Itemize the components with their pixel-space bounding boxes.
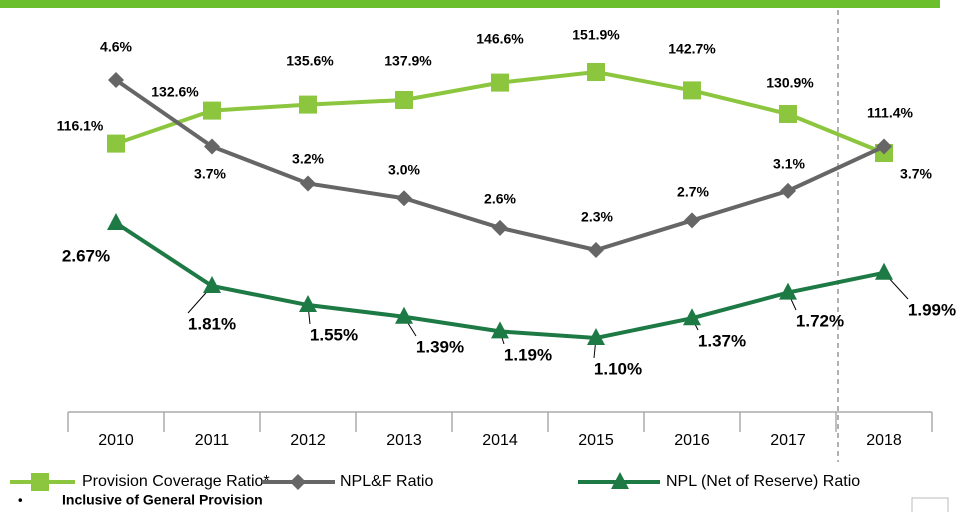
data-label: 132.6% — [151, 84, 199, 100]
data-label: 146.6% — [476, 31, 524, 47]
x-tick-label: 2012 — [290, 432, 326, 449]
point — [395, 306, 413, 324]
point — [300, 175, 316, 192]
box — [911, 497, 949, 512]
data-label: 1.39% — [416, 337, 464, 356]
point — [299, 95, 317, 114]
legend-label: NPL (Net of Reserve) Ratio — [666, 473, 860, 490]
data-label: 1.81% — [188, 314, 236, 333]
data-label: 135.6% — [286, 53, 334, 69]
data-label: 1.99% — [908, 300, 956, 319]
x-tick-label: 2014 — [482, 432, 518, 449]
data-label: 1.55% — [310, 325, 358, 344]
point — [683, 81, 701, 100]
point — [587, 328, 605, 345]
data-label: 3.7% — [900, 166, 932, 182]
point — [108, 72, 124, 88]
point — [876, 138, 892, 155]
data-label: 1.72% — [796, 311, 844, 330]
data-label: 151.9% — [572, 27, 620, 43]
data-label: 1.10% — [594, 359, 642, 378]
point — [299, 295, 317, 313]
point — [780, 182, 796, 199]
data-label: 137.9% — [384, 53, 432, 69]
point — [491, 73, 509, 92]
point — [203, 101, 221, 120]
data-label: 2.3% — [581, 209, 613, 225]
data-label: 3.1% — [773, 156, 805, 172]
x-tick-label: 2017 — [770, 432, 806, 449]
data-label: 130.9% — [766, 75, 814, 91]
point — [588, 242, 604, 258]
data-label: 142.7% — [668, 41, 716, 57]
data-label: 2.67% — [62, 246, 110, 265]
point — [587, 63, 605, 81]
data-label: 4.6% — [100, 39, 132, 55]
data-label: 1.19% — [504, 345, 552, 364]
legend-marker — [31, 473, 49, 491]
point — [203, 275, 221, 293]
point — [779, 282, 797, 300]
legend-label: Provision Coverage Ratio* — [82, 473, 270, 490]
point — [107, 134, 125, 153]
point — [107, 213, 125, 230]
data-label: 1.37% — [698, 331, 746, 350]
data-label: 2.6% — [484, 191, 516, 207]
legend-marker — [290, 474, 306, 490]
point — [396, 190, 412, 207]
footnote: Inclusive of General Provision — [62, 492, 263, 508]
point — [684, 212, 700, 229]
x-tick-label: 2013 — [386, 432, 422, 449]
point — [491, 321, 509, 339]
point — [779, 105, 797, 123]
point — [683, 308, 701, 326]
point — [395, 91, 413, 109]
x-tick-label: 2016 — [674, 432, 710, 449]
data-label: 3.2% — [292, 151, 324, 167]
x-tick-label: 2010 — [98, 432, 134, 449]
data-label: 3.7% — [194, 166, 226, 182]
data-label: 2.7% — [677, 184, 709, 200]
bullet: • — [18, 492, 23, 507]
x-tick-label: 2011 — [195, 432, 230, 449]
point — [204, 138, 220, 155]
legend-marker — [611, 472, 629, 489]
x-tick-label: 2015 — [578, 432, 614, 449]
point — [492, 219, 508, 236]
x-tick-label: 2018 — [866, 432, 902, 449]
point — [875, 262, 893, 280]
header-bar — [0, 0, 940, 8]
data-label: 116.1% — [57, 118, 104, 134]
data-label: 3.0% — [388, 162, 420, 178]
legend-label: NPL&F Ratio — [340, 473, 433, 490]
data-label: 111.4% — [867, 105, 913, 121]
